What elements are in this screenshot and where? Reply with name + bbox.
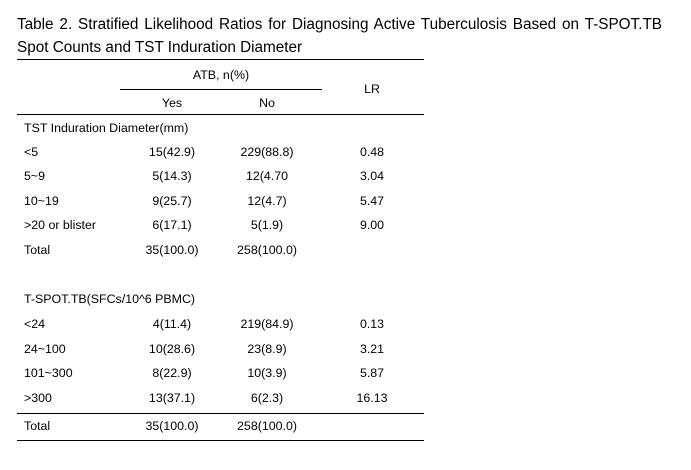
row-no-value: 23(8.9): [247, 342, 287, 356]
row-label: Total: [24, 243, 51, 257]
row-yes-value: 13(37.1): [148, 391, 196, 405]
table-top-rule: [17, 59, 424, 60]
header-group-rule: [120, 89, 322, 90]
row-yes-value: 8(22.9): [152, 366, 192, 380]
header-no: No: [259, 96, 275, 110]
row-lr-value: 5.87: [359, 366, 385, 380]
row-no-value: 12(4.7): [247, 194, 287, 208]
row-yes-value: 9(25.7): [152, 194, 192, 208]
header-lr: LR: [364, 82, 380, 96]
row-label: >300: [24, 391, 52, 405]
section-title-tspot: T-SPOT.TB(SFCs/10^6 PBMC): [24, 292, 196, 306]
row-no-value: 219(84.9): [240, 317, 294, 331]
header-yes: Yes: [161, 96, 183, 110]
row-label: Total: [24, 419, 51, 433]
row-label: <24: [24, 317, 46, 331]
section-title-tst: TST Induration Diameter(mm): [24, 121, 189, 135]
row-yes-value: 5(14.3): [152, 169, 192, 183]
row-no-value: 12(4.70: [245, 169, 289, 183]
row-label: 101~300: [24, 366, 73, 380]
row-lr-value: 0.48: [359, 145, 385, 159]
row-yes-value: 4(11.4): [152, 317, 192, 331]
row-lr-value: 16.13: [356, 391, 388, 405]
row-yes-value: 35(100.0): [145, 243, 199, 257]
row-lr-value: 5.47: [359, 194, 385, 208]
row-no-value: 258(100.0): [237, 419, 297, 433]
row-yes-value: 15(42.9): [148, 145, 196, 159]
row-lr-value: 3.21: [359, 342, 385, 356]
row-lr-value: 0.13: [359, 317, 385, 331]
row-lr-value: 9.00: [359, 218, 385, 232]
row-label: 10~19: [24, 194, 59, 208]
row-no-value: 229(88.8): [240, 145, 294, 159]
row-yes-value: 10(28.6): [148, 342, 196, 356]
header-group-label: ATB, n(%): [192, 68, 250, 82]
row-no-value: 6(2.3): [250, 391, 284, 405]
row-no-value: 10(3.9): [247, 366, 287, 380]
row-yes-value: 35(100.0): [145, 419, 199, 433]
row-yes-value: 6(17.1): [152, 218, 192, 232]
table-caption: Table 2. Stratified Likelihood Ratios fo…: [17, 16, 662, 56]
row-label: 5~9: [24, 169, 46, 183]
tspot-total-rule: [17, 413, 424, 414]
row-label: 24~100: [24, 342, 66, 356]
row-no-value: 258(100.0): [237, 243, 297, 257]
row-no-value: 5(1.9): [250, 218, 284, 232]
row-label: <5: [24, 145, 39, 159]
row-lr-value: 3.04: [359, 169, 385, 183]
table-bottom-rule: [17, 440, 424, 441]
header-bottom-rule: [17, 114, 424, 115]
row-label: >20 or blister: [24, 218, 96, 232]
